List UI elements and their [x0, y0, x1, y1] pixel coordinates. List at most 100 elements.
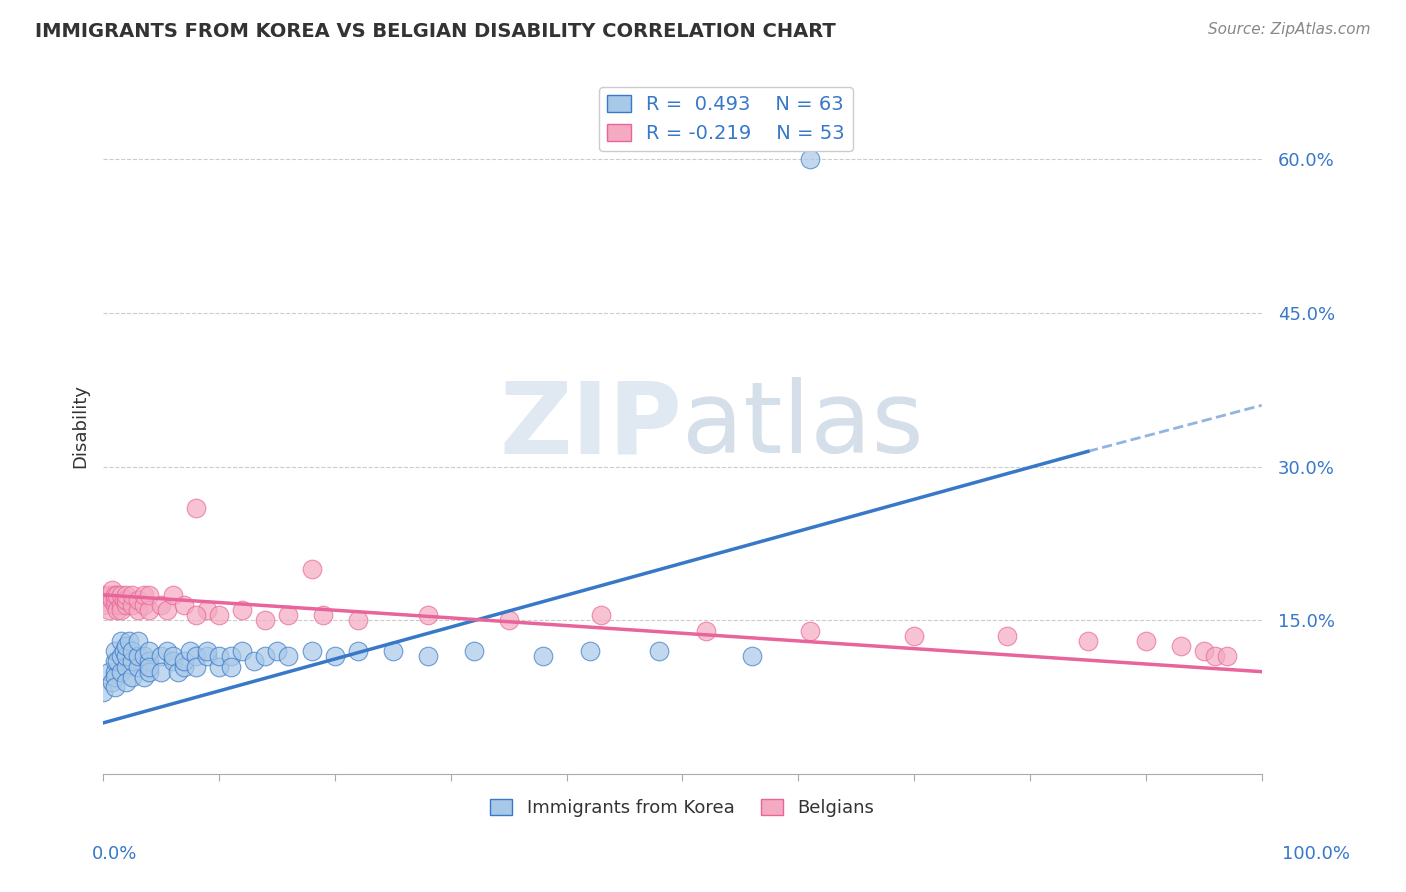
Point [115, 593, 138, 607]
Point [277, 608, 299, 623]
Point [1204, 649, 1226, 664]
Point [121, 598, 143, 612]
Point [1216, 649, 1239, 664]
Point [121, 670, 143, 684]
Point [91, 588, 114, 602]
Point [531, 649, 554, 664]
Point [184, 500, 207, 515]
Point [347, 614, 370, 628]
Point [156, 644, 179, 658]
Point [312, 608, 335, 623]
Legend: Immigrants from Korea, Belgians: Immigrants from Korea, Belgians [484, 791, 882, 824]
Point [173, 655, 195, 669]
Point [162, 655, 184, 669]
Point [254, 614, 277, 628]
Point [150, 649, 173, 664]
Point [101, 593, 124, 607]
Point [104, 680, 127, 694]
Text: atlas: atlas [682, 377, 924, 475]
Y-axis label: Disability: Disability [72, 384, 89, 467]
Point [173, 659, 195, 673]
Point [132, 588, 155, 602]
Point [301, 644, 323, 658]
Point [138, 644, 160, 658]
Point [104, 665, 127, 679]
Point [498, 614, 520, 628]
Point [138, 659, 160, 673]
Point [138, 603, 160, 617]
Point [184, 659, 207, 673]
Point [127, 649, 149, 664]
Point [112, 593, 135, 607]
Point [138, 588, 160, 602]
Point [110, 598, 132, 612]
Point [1135, 634, 1157, 648]
Text: 100.0%: 100.0% [1282, 846, 1350, 863]
Point [104, 593, 127, 607]
Point [347, 644, 370, 658]
Point [208, 608, 231, 623]
Point [104, 588, 127, 602]
Point [127, 634, 149, 648]
Point [121, 655, 143, 669]
Point [416, 608, 439, 623]
Point [184, 649, 207, 664]
Point [695, 624, 717, 638]
Point [208, 659, 231, 673]
Point [173, 598, 195, 612]
Text: IMMIGRANTS FROM KOREA VS BELGIAN DISABILITY CORRELATION CHART: IMMIGRANTS FROM KOREA VS BELGIAN DISABIL… [35, 22, 837, 41]
Point [105, 603, 128, 617]
Point [104, 670, 127, 684]
Point [105, 588, 128, 602]
Point [132, 598, 155, 612]
Point [97, 588, 120, 602]
Point [1170, 639, 1192, 653]
Point [115, 674, 138, 689]
Point [104, 598, 127, 612]
Point [591, 608, 613, 623]
Point [1077, 634, 1099, 648]
Text: ZIP: ZIP [499, 377, 682, 475]
Point [115, 639, 138, 653]
Point [416, 649, 439, 664]
Point [127, 659, 149, 673]
Point [242, 655, 264, 669]
Point [115, 649, 138, 664]
Point [110, 649, 132, 664]
Point [995, 629, 1018, 643]
Point [101, 582, 124, 597]
Point [127, 603, 149, 617]
Point [127, 593, 149, 607]
Point [97, 603, 120, 617]
Point [132, 670, 155, 684]
Point [121, 588, 143, 602]
Point [132, 649, 155, 664]
Point [162, 588, 184, 602]
Point [219, 649, 242, 664]
Point [167, 665, 190, 679]
Point [115, 588, 138, 602]
Point [799, 624, 821, 638]
Point [301, 562, 323, 576]
Point [197, 603, 219, 617]
Point [277, 649, 299, 664]
Point [138, 655, 160, 669]
Point [578, 644, 600, 658]
Point [105, 655, 128, 669]
Point [799, 153, 821, 167]
Point [115, 598, 138, 612]
Point [254, 649, 277, 664]
Point [91, 598, 114, 612]
Point [1192, 644, 1215, 658]
Point [208, 649, 231, 664]
Point [101, 674, 124, 689]
Point [463, 644, 485, 658]
Point [741, 649, 763, 664]
Point [179, 644, 201, 658]
Point [110, 634, 132, 648]
Point [150, 665, 173, 679]
Point [138, 665, 160, 679]
Point [266, 644, 288, 658]
Point [110, 588, 132, 602]
Point [197, 644, 219, 658]
